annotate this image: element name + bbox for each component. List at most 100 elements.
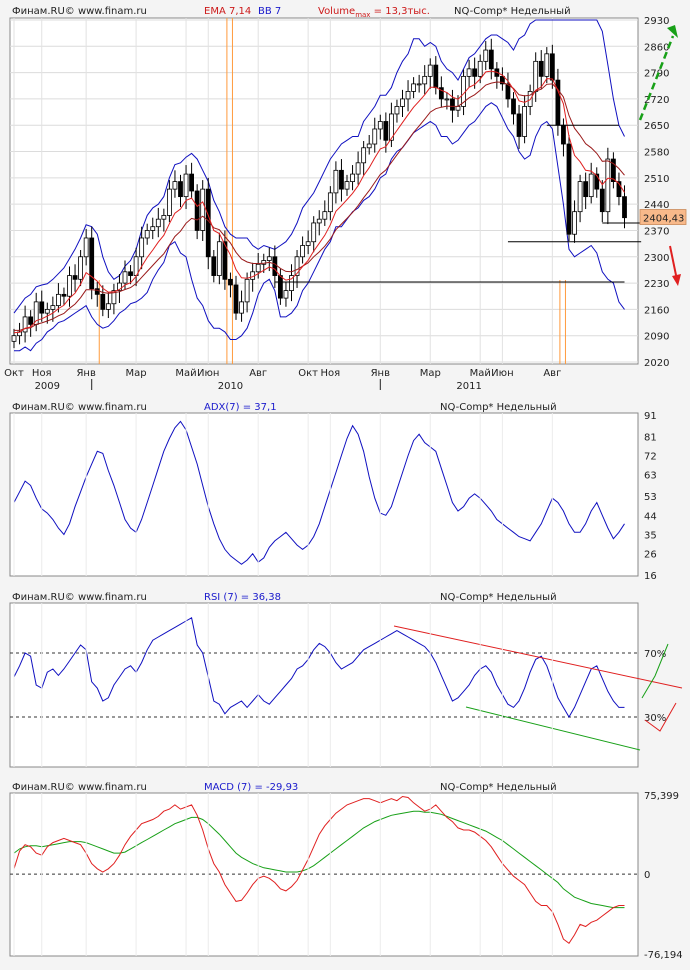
price-instrument: NQ-Comp* Недельный [454,6,571,17]
price-x-tick-label: Ноя [321,368,341,379]
candle-body [83,237,89,258]
candle-body [139,237,145,258]
candle-body [78,256,83,280]
candle-body [117,282,122,291]
rsi-projection-up [641,643,669,699]
price-y-tick-label: 2510 [644,174,669,185]
candle-body [488,49,494,70]
candle-body [472,68,478,77]
price-x-tick-label: Мар [126,368,147,379]
adx-y-tick-label: 63 [644,471,657,482]
candle-body [283,290,289,299]
candle-body [222,241,228,280]
candle-body [594,173,600,190]
candle-body [561,124,566,145]
candle-body [211,256,217,276]
adx-y-tick-label: 35 [644,530,657,541]
candle-body [466,68,472,77]
price-y-tick-label: 2720 [644,95,669,106]
candle-body [388,113,394,141]
candle-body [577,181,583,213]
candle-body [383,121,389,141]
candle-body [272,256,278,276]
candle-body [105,303,111,310]
candle-body [605,158,611,213]
candle-body [155,218,161,228]
trend-up-arrow [638,35,675,121]
candle-body [239,301,244,314]
price-x-tick-label: Май [470,368,491,379]
price-panel [9,17,639,365]
price-source: Финам.RU© www.finam.ru [12,6,147,17]
candle-body [572,211,577,235]
price-y-tick-label: 2160 [644,305,669,316]
adx-source: Финам.RU© www.finam.ru [12,402,147,413]
adx-panel [9,412,639,577]
candle-body [611,158,616,183]
candle-body [339,169,344,190]
candle-body [327,192,333,213]
candle-body [361,147,367,164]
candle-body [400,98,405,107]
candle-body [244,278,250,303]
rsi-level-label: 30% [644,713,666,724]
trend-down-arrowhead [672,274,681,286]
candle-body [56,293,61,307]
price-x-tick-label: Мар [420,368,441,379]
candle-body [433,64,439,89]
rsi-instrument: NQ-Comp* Недельный [440,592,557,603]
candle-body [67,275,72,297]
candle-body [477,60,483,77]
candle-body [200,188,206,231]
candle-body [333,169,339,194]
candle-body [438,87,444,100]
last-price-box [639,209,687,225]
macd-instrument: NQ-Comp* Недельный [440,782,557,793]
macd-y-tick-label: 0 [644,870,650,881]
macd-source: Финам.RU© www.finam.ru [12,782,147,793]
adx-legend: ADX(7) = 37,1 [204,402,277,413]
last-price-label: 2404,43 [643,214,684,225]
price-y-tick-label: 2860 [644,42,669,53]
rsi-legend: RSI (7) = 36,38 [204,592,281,603]
candle-body [444,98,450,101]
price-x-tick-label: Июн [491,368,513,379]
price-x-tick-label: Авг [249,368,267,379]
candle-body [261,260,267,265]
candle-body [350,173,355,183]
candle-body [366,143,372,149]
price-x-tick-label: Июн [197,368,219,379]
candle-body [300,245,306,258]
volume-legend-sub: max [355,11,370,19]
price-x-tick-label: Янв [371,368,390,379]
rsi-resistance-trendline [393,625,683,689]
adx-y-tick-label: 26 [644,550,657,561]
price-y-tick-label: 2020 [644,358,669,369]
candle-body [455,106,461,111]
bollinger-lower-line [14,102,625,352]
candle-body [372,128,378,145]
candle-body [511,98,516,115]
candle-body [322,211,328,220]
price-x-tick-label: Авг [543,368,561,379]
price-y-tick-label: 2930 [644,16,669,27]
price-year-label: 2009 [35,381,60,392]
adx-y-tick-label: 53 [644,492,657,503]
candle-body [588,173,594,198]
candle-body [178,181,183,198]
price-x-tick-label: Май [175,368,196,379]
price-bb-legend: BB 7 [258,6,281,17]
candle-body [305,241,311,246]
candle-body [622,196,627,219]
macd-y-tick-label: 75,399 [644,791,679,802]
candle-body [166,188,172,216]
candle-body [316,218,322,224]
price-year-label: 2010 [218,381,243,392]
candle-body [61,293,67,297]
trend-down-arrow [669,245,678,281]
candle-body [544,53,550,77]
candle-body [616,181,622,198]
candle-body [427,64,433,77]
volume-legend-label: Volume [318,6,355,17]
